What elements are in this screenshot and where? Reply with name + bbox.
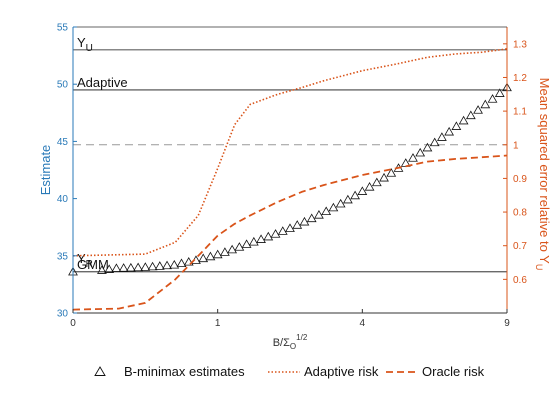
triangle-marker (162, 260, 172, 270)
triangle-marker (125, 262, 136, 272)
triangle-marker (342, 194, 353, 204)
triangle-marker (176, 258, 187, 268)
left-tick-label: 40 (57, 194, 69, 205)
triangle-marker (241, 239, 252, 248)
reference-label: YU (77, 35, 93, 54)
legend-label-adaptive-risk: Adaptive risk (304, 364, 379, 379)
triangle-marker (444, 126, 455, 136)
x-tick-label: 4 (360, 318, 366, 329)
right-tick-label: 1.1 (513, 107, 527, 118)
triangle-marker (422, 142, 433, 152)
triangle-marker (169, 259, 180, 269)
x-tick-label: 1 (215, 318, 221, 329)
triangle-marker (465, 110, 476, 120)
triangle-marker (256, 234, 266, 243)
triangle-marker (198, 253, 209, 263)
triangle-marker (234, 242, 245, 251)
triangle-marker (154, 261, 165, 270)
right-tick-label: 0.9 (513, 174, 527, 185)
right-axis-label: Mean squared error relative to YU (534, 78, 552, 271)
triangle-marker (458, 115, 469, 125)
triangle-marker (335, 198, 346, 208)
triangle-marker (292, 220, 303, 229)
right-tick-label: 0.8 (513, 208, 527, 219)
legend: B-minimax estimates Adaptive risk Oracle r… (94, 364, 485, 379)
triangle-marker (364, 182, 375, 191)
left-axis-label: Estimate (38, 145, 53, 196)
triangle-marker (277, 226, 288, 235)
right-tick-label: 0.7 (513, 241, 527, 252)
triangle-marker (487, 94, 498, 103)
triangle-marker (306, 213, 317, 223)
triangle-marker (480, 99, 491, 109)
left-tick-label: 55 (57, 23, 69, 34)
triangle-marker (111, 263, 122, 272)
triangle-marker (429, 137, 440, 147)
triangle-marker (263, 231, 274, 241)
x-tick-label: 0 (70, 318, 76, 329)
legend-label-b-minimax: B-minimax estimates (124, 364, 245, 379)
triangle-marker (133, 262, 143, 272)
series-layer (68, 48, 512, 311)
triangle-marker (321, 206, 332, 215)
triangle-marker (379, 172, 389, 182)
triangle-marker (328, 202, 339, 212)
triangle-marker (270, 229, 281, 238)
triangle-marker (183, 256, 194, 266)
axes-layer: 30 35 40 45 50 55 0.6 0.7 0.8 0.9 1 1.1 1.2 1.3 0 1 4 9 B/… (38, 23, 552, 352)
triangle-marker (386, 168, 397, 177)
triangle-marker (140, 262, 151, 271)
triangle-marker (220, 247, 230, 256)
triangle-marker (357, 186, 368, 195)
triangle-marker (314, 210, 324, 219)
legend-label-oracle-risk: Oracle risk (422, 364, 485, 379)
triangle-marker (415, 147, 426, 157)
reference-label: YR (77, 251, 93, 270)
x-axis-label: B/ΣO1/2 (273, 333, 308, 351)
right-tick-label: 1.3 (513, 39, 527, 50)
plot-background (73, 27, 507, 313)
triangle-marker (248, 236, 259, 246)
left-tick-label: 35 (57, 251, 69, 262)
triangle-marker (97, 265, 107, 274)
plot-area (73, 27, 507, 313)
triangle-marker (371, 177, 382, 187)
left-tick-label: 45 (57, 137, 69, 148)
x-tick-label: 9 (504, 318, 510, 329)
triangle-marker (212, 249, 223, 259)
triangle-marker (147, 261, 158, 271)
triangle-marker (118, 263, 129, 272)
triangle-marker (104, 264, 115, 273)
triangle-marker (437, 132, 447, 141)
right-tick-label: 1 (513, 140, 519, 151)
legend-triangle-marker (94, 366, 106, 376)
adaptive-risk-line (72, 48, 508, 257)
triangle-marker (408, 153, 418, 162)
triangle-marker (451, 121, 462, 130)
right-tick-label: 0.6 (513, 275, 527, 286)
left-tick-label: 30 (57, 309, 69, 320)
triangle-marker (350, 190, 360, 200)
left-tick-label: 50 (57, 80, 69, 91)
triangle-marker (205, 251, 216, 261)
reference-label: Adaptive (77, 75, 128, 90)
triangle-marker (494, 88, 505, 97)
triangle-marker (227, 244, 238, 254)
triangle-marker (285, 223, 295, 232)
triangle-marker (299, 216, 310, 226)
right-tick-label: 1.2 (513, 73, 527, 84)
triangle-marker (473, 105, 483, 114)
